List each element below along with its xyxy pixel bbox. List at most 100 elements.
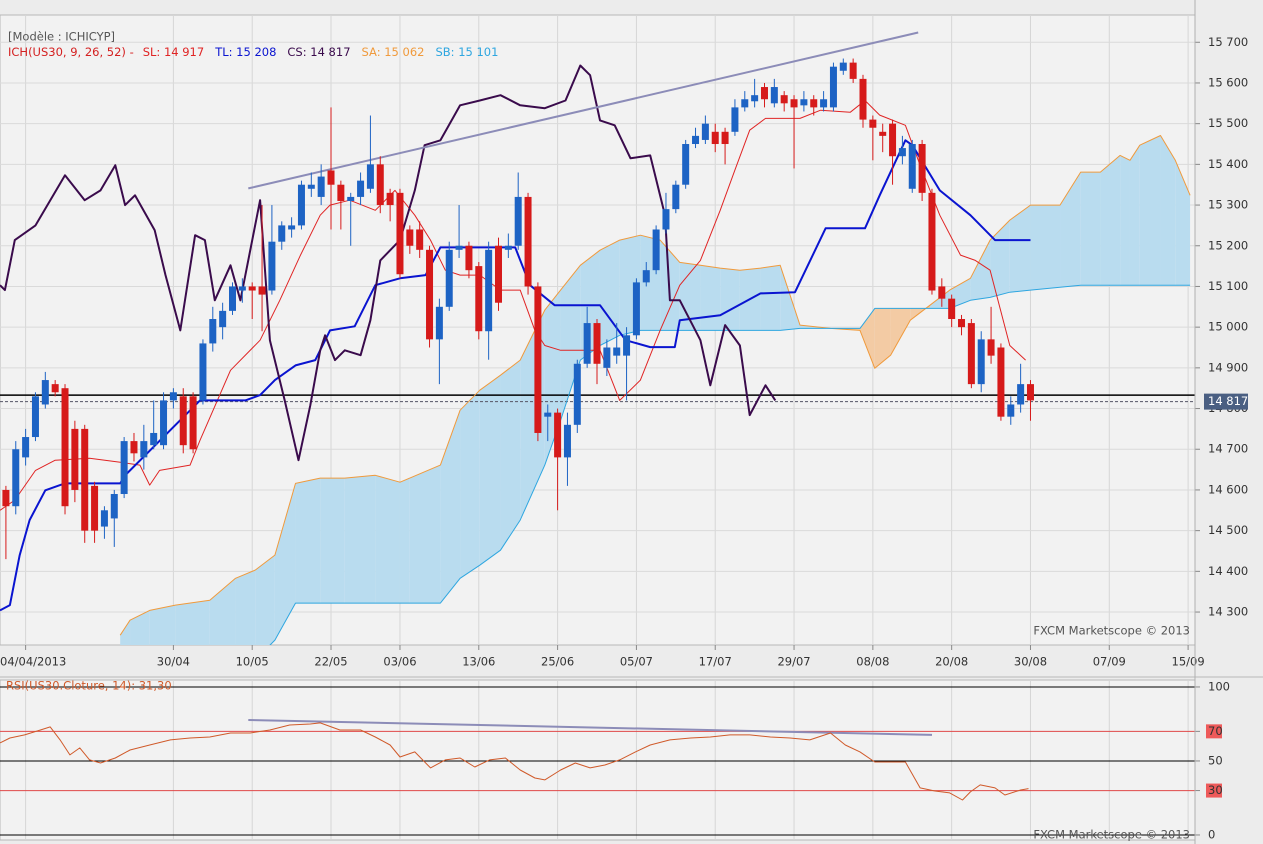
cloud-segment xyxy=(700,265,721,331)
candle-body xyxy=(386,192,394,206)
candle-body xyxy=(140,441,148,458)
rsi-panel xyxy=(0,680,1195,840)
x-tick-label: 07/09 xyxy=(1093,655,1126,669)
indicator-legend: ICH(US30, 9, 26, 52) - SL: 14 917 TL: 15 2… xyxy=(8,45,498,59)
x-tick-label: 29/07 xyxy=(777,655,810,669)
candle-body xyxy=(475,266,483,332)
candle-body xyxy=(790,99,798,108)
candle-body xyxy=(682,144,690,185)
trendline xyxy=(248,719,933,736)
candle-body xyxy=(800,99,808,106)
candle-body xyxy=(770,87,778,104)
legend-entry: TL: 15 208 xyxy=(214,45,276,59)
candle-body xyxy=(859,78,867,120)
x-tick-label: 20/08 xyxy=(935,655,968,669)
candle-body xyxy=(583,323,591,364)
candle-body xyxy=(701,123,709,140)
y-tick-label: 15 200 xyxy=(1208,238,1248,252)
candle-body xyxy=(169,392,177,401)
indicator-label: ICH(US30, 9, 26, 52) - xyxy=(8,45,134,59)
x-tick-label: 30/04 xyxy=(157,655,190,669)
candle-body xyxy=(593,323,601,364)
main-panel xyxy=(0,15,1195,645)
cloud-segment xyxy=(149,605,176,645)
candle-body xyxy=(485,249,493,332)
candle-body xyxy=(366,164,374,189)
trendline xyxy=(248,31,919,190)
candle-body xyxy=(426,249,434,340)
x-tick-label: 25/06 xyxy=(541,655,574,669)
cloud-segment xyxy=(720,268,740,331)
candle-body xyxy=(209,319,217,344)
candle-body xyxy=(31,396,39,438)
candle-body xyxy=(810,99,818,108)
candle-body xyxy=(839,62,847,71)
cloud-segment xyxy=(320,478,345,604)
candle-body xyxy=(416,229,424,250)
candle-body xyxy=(110,494,118,519)
candle-body xyxy=(524,196,532,287)
candle-body xyxy=(554,412,562,458)
y-tick-label-box xyxy=(1206,724,1222,739)
cloud-segment xyxy=(1160,135,1176,286)
rsi-title: RSI(US30.Cloture, 14): 31,30 xyxy=(6,679,172,693)
cloud-segment xyxy=(890,308,911,356)
candle-body xyxy=(278,225,286,242)
cloud-segment xyxy=(130,610,150,645)
indicator-line xyxy=(119,135,1191,636)
candle-body xyxy=(967,323,975,385)
cloud-segment xyxy=(120,620,131,645)
candle-body xyxy=(357,180,365,197)
candle-body xyxy=(376,164,384,206)
y-tick-label: 14 700 xyxy=(1208,442,1248,456)
legend-entry: SB: 15 101 xyxy=(435,45,498,59)
y-tick-label: 70 xyxy=(1208,724,1223,738)
candle-body xyxy=(780,95,788,104)
candle-body xyxy=(199,343,207,401)
x-tick-label: 13/06 xyxy=(462,655,495,669)
y-tick-label: 100 xyxy=(1208,679,1230,693)
candle-body xyxy=(573,363,581,425)
legend-entry: SL: 14 917 xyxy=(143,45,204,59)
candle-body xyxy=(849,62,857,79)
cloud-segment xyxy=(874,308,891,369)
x-tick-label: 10/05 xyxy=(236,655,269,669)
candle-body xyxy=(829,66,837,108)
candle-body xyxy=(613,347,621,356)
x-tick-label: 03/06 xyxy=(383,655,416,669)
candle-body xyxy=(514,196,522,246)
candle-body xyxy=(81,428,89,531)
candle-body xyxy=(908,144,916,189)
watermark: FXCM Marketscope © 2013 xyxy=(1033,624,1190,638)
candle-body xyxy=(652,229,660,271)
watermark: FXCM Marketscope © 2013 xyxy=(1033,828,1190,842)
model-label: [Modèle : ICHICYP] xyxy=(8,30,115,44)
y-tick-label-box xyxy=(1206,783,1222,798)
y-tick-label: 50 xyxy=(1208,753,1223,767)
y-tick-label: 15 100 xyxy=(1208,279,1248,293)
x-tick-label: 08/08 xyxy=(856,655,889,669)
candle-body xyxy=(751,95,759,102)
candle-body xyxy=(100,510,108,527)
candle-body xyxy=(889,123,897,157)
cloud-segment xyxy=(399,478,410,604)
y-tick-label: 14 600 xyxy=(1208,482,1248,496)
candle-body xyxy=(958,319,966,328)
candle-body xyxy=(61,388,69,507)
candle-body xyxy=(465,245,473,271)
indicator-line xyxy=(0,64,777,462)
candle-body xyxy=(879,131,887,136)
candle-body xyxy=(662,209,670,230)
candle-body xyxy=(396,192,404,275)
cloud-segment xyxy=(460,390,480,579)
rsi-plot-area xyxy=(0,679,1196,841)
candle-body xyxy=(22,437,30,458)
candle-body xyxy=(603,347,611,368)
cloud-segment xyxy=(500,360,521,551)
cloud-segment xyxy=(344,475,376,604)
candle-body xyxy=(918,144,926,193)
candle-body xyxy=(268,241,276,291)
cloud-segment xyxy=(1129,145,1140,286)
candle-body xyxy=(632,282,640,336)
cloud-segment xyxy=(599,240,620,346)
